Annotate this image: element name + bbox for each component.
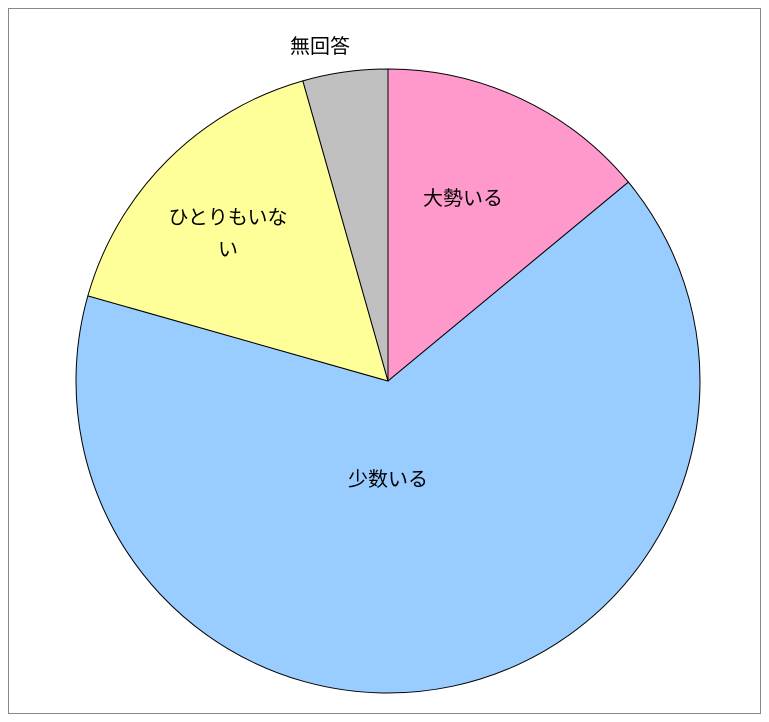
pie-slice: [302, 68, 389, 382]
slice-label-box: 大勢いる: [423, 186, 503, 210]
slice-label: 少数いる: [348, 467, 428, 491]
pie-slice: [75, 181, 701, 694]
pie-slice: [87, 80, 389, 382]
slice-label: ひとりもいない: [168, 205, 288, 261]
slice-label-box: 少数いる: [348, 467, 428, 491]
pie-slice: [387, 68, 630, 383]
slice-label: 無回答: [290, 34, 350, 58]
slice-label-box: 無回答: [290, 34, 350, 58]
slice-label: 大勢いる: [423, 186, 503, 210]
slice-label-box: ひとりもいない: [168, 205, 288, 261]
